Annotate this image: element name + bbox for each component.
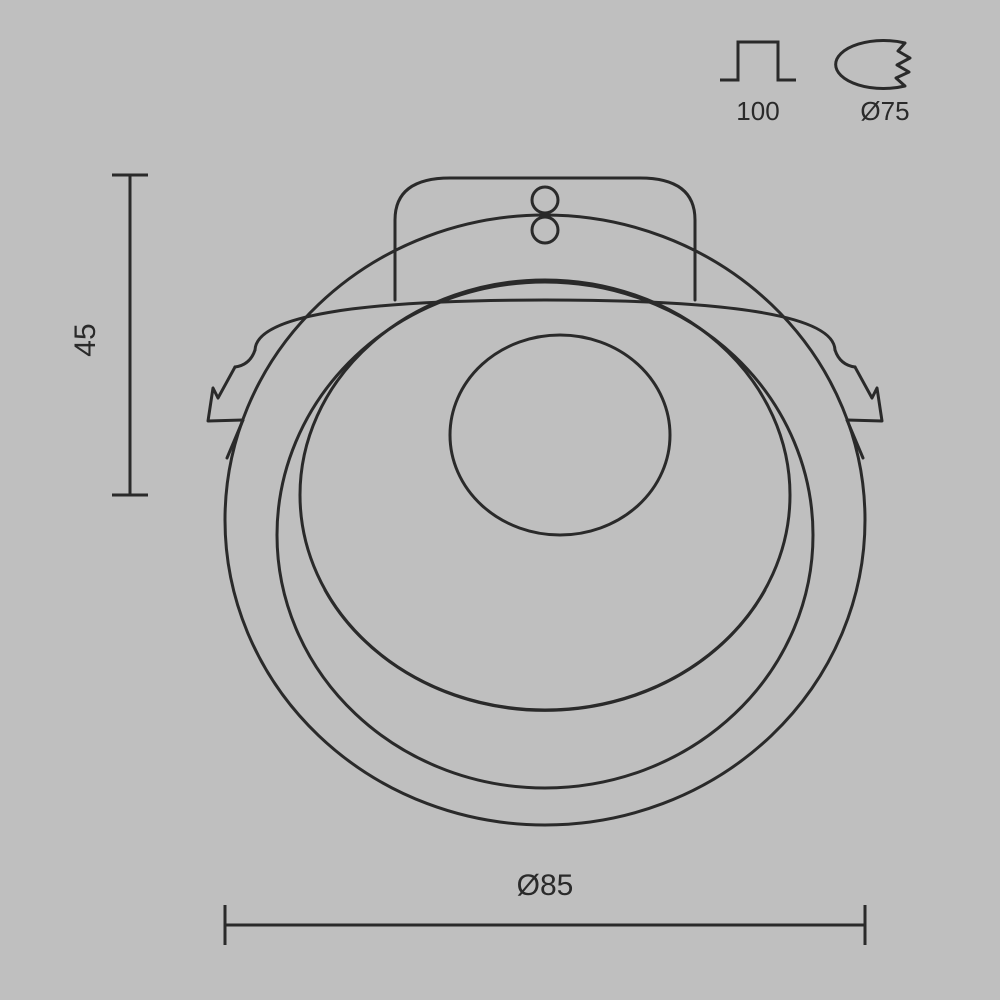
width-dimension-label: Ø85 bbox=[517, 869, 574, 902]
width-dimension: Ø85 bbox=[225, 869, 865, 945]
height-dimension: 45 bbox=[69, 175, 148, 495]
clearance-label: 100 bbox=[736, 96, 779, 126]
clearance-icon: 100 bbox=[720, 42, 796, 126]
cutout-icon: Ø75 bbox=[836, 41, 910, 127]
downlight-drawing bbox=[208, 178, 882, 825]
technical-drawing: 100 Ø75 45 Ø85 bbox=[0, 0, 1000, 1000]
cutout-label: Ø75 bbox=[860, 96, 909, 126]
height-dimension-label: 45 bbox=[69, 323, 102, 356]
